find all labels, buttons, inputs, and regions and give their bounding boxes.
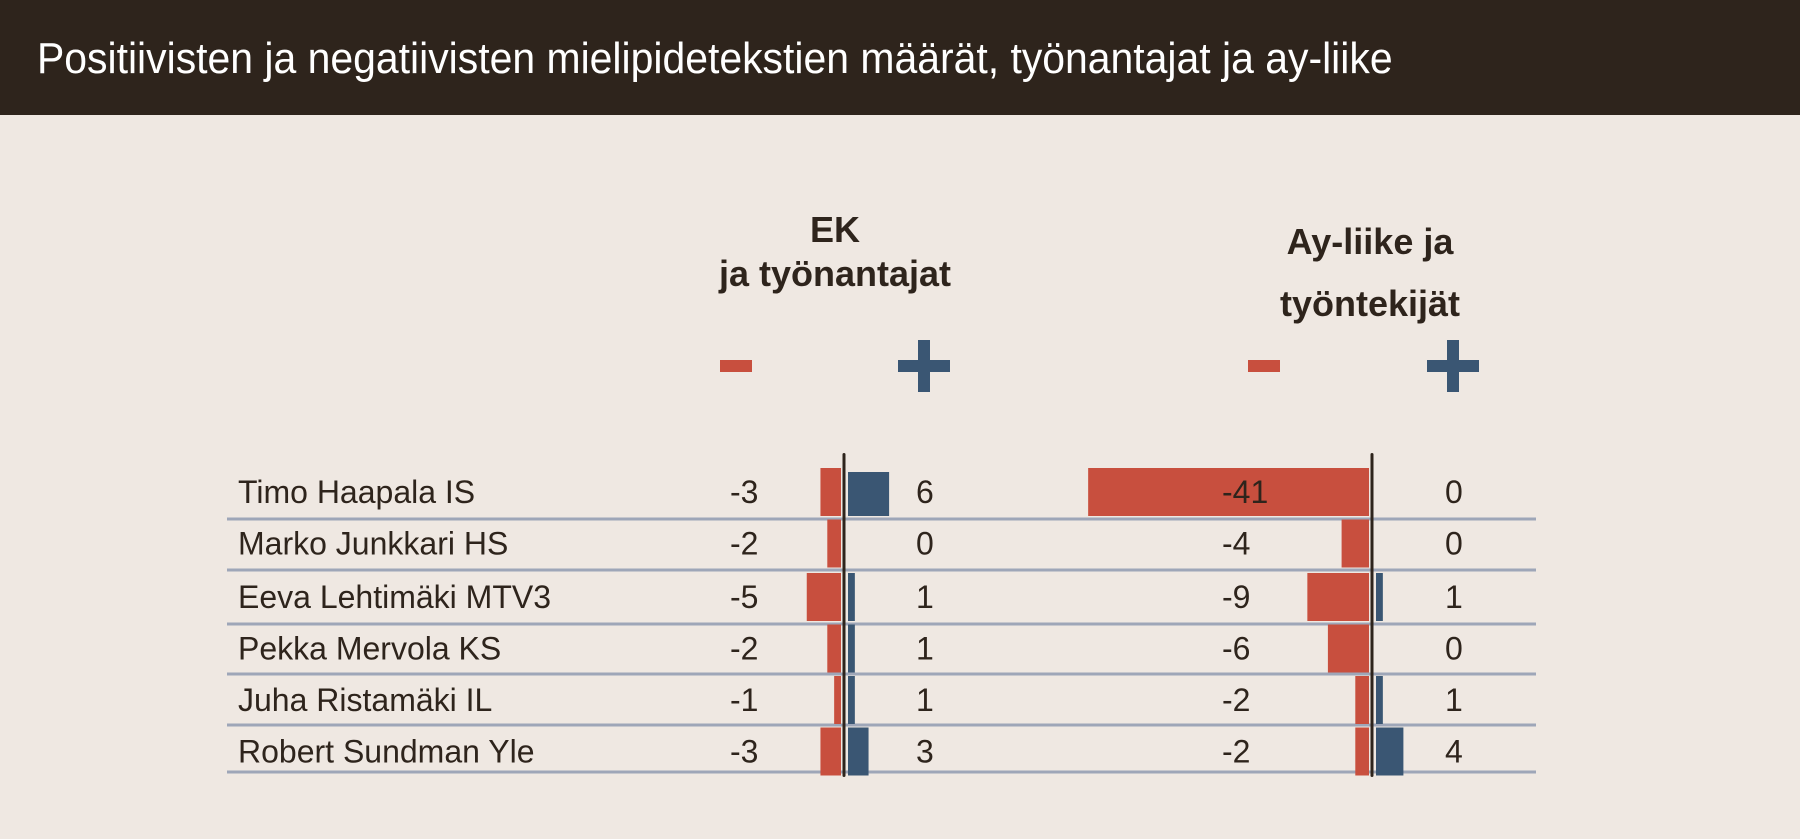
row-divider xyxy=(227,770,1536,774)
bar-positive xyxy=(848,624,855,673)
bar-negative xyxy=(1341,519,1369,568)
bar-negative xyxy=(1088,468,1369,516)
row-divider xyxy=(227,517,1536,521)
value-label-positive: 1 xyxy=(1445,682,1463,718)
value-label-positive: 3 xyxy=(916,734,934,770)
value-label-positive: 6 xyxy=(916,474,934,510)
value-label-positive: 1 xyxy=(916,579,934,615)
group-header-ek: EK ja työnantajat xyxy=(635,208,1035,296)
bar-negative xyxy=(806,573,841,621)
bar-positive xyxy=(848,573,855,621)
row-divider xyxy=(227,622,1536,626)
group-title-line2: ja työnantajat xyxy=(718,253,952,294)
bar-negative xyxy=(1355,676,1369,724)
bar-negative xyxy=(820,468,841,516)
value-label-negative: -6 xyxy=(1222,631,1250,667)
bar-positive xyxy=(848,727,869,776)
value-label-positive: 1 xyxy=(916,682,934,718)
bar-negative xyxy=(827,624,841,673)
row-label: Marko Junkkari HS xyxy=(238,526,508,562)
group-title-line1: Ay-liike ja xyxy=(1286,221,1454,262)
value-label-negative: -9 xyxy=(1222,579,1250,615)
bar-negative xyxy=(1355,727,1369,776)
bar-negative xyxy=(1327,624,1369,673)
plus-icon xyxy=(1447,340,1459,392)
value-label-negative: -4 xyxy=(1222,526,1250,562)
bar-positive xyxy=(1376,573,1383,621)
value-label-negative: -41 xyxy=(1222,474,1268,510)
row-label: Robert Sundman Yle xyxy=(238,734,534,770)
minus-icon xyxy=(1248,360,1280,372)
row-divider xyxy=(227,723,1536,727)
value-label-positive: 0 xyxy=(1445,474,1463,510)
zero-axis xyxy=(842,453,846,777)
value-label-negative: -1 xyxy=(730,682,758,718)
value-label-negative: -3 xyxy=(730,734,758,770)
value-label-negative: -2 xyxy=(1222,682,1250,718)
value-label-positive: 1 xyxy=(1445,579,1463,615)
bar-negative xyxy=(1307,573,1369,621)
group-header-ay: Ay-liike ja työntekijät xyxy=(1170,211,1570,335)
minus-icon xyxy=(720,360,752,372)
value-label-negative: -5 xyxy=(730,579,758,615)
value-label-positive: 0 xyxy=(1445,526,1463,562)
value-label-positive: 0 xyxy=(1445,631,1463,667)
bar-negative xyxy=(820,727,841,776)
bar-positive xyxy=(1376,676,1383,724)
value-label-negative: -2 xyxy=(730,631,758,667)
value-label-negative: -2 xyxy=(730,526,758,562)
value-label-negative: -2 xyxy=(1222,734,1250,770)
row-label: Juha Ristamäki IL xyxy=(238,682,492,718)
group-title-line1: EK xyxy=(809,209,860,250)
group-title-line2: työntekijät xyxy=(1279,283,1461,324)
title-bar: Positiivisten ja negatiivisten mielipide… xyxy=(0,0,1800,115)
bar-negative xyxy=(827,519,841,568)
row-label: Timo Haapala IS xyxy=(238,474,475,510)
zero-axis xyxy=(1370,453,1374,777)
row-divider xyxy=(227,672,1536,676)
row-label: Eeva Lehtimäki MTV3 xyxy=(238,579,551,615)
bar-positive xyxy=(848,472,890,516)
chart-title: Positiivisten ja negatiivisten mielipide… xyxy=(37,34,1393,83)
value-label-negative: -3 xyxy=(730,474,758,510)
value-label-positive: 1 xyxy=(916,631,934,667)
bar-positive xyxy=(1376,727,1404,776)
bar-negative xyxy=(834,676,841,724)
value-label-positive: 4 xyxy=(1445,734,1463,770)
row-label: Pekka Mervola KS xyxy=(238,631,501,667)
bar-positive xyxy=(848,676,855,724)
plus-icon xyxy=(918,340,930,392)
row-divider xyxy=(227,568,1536,572)
value-label-positive: 0 xyxy=(916,526,934,562)
